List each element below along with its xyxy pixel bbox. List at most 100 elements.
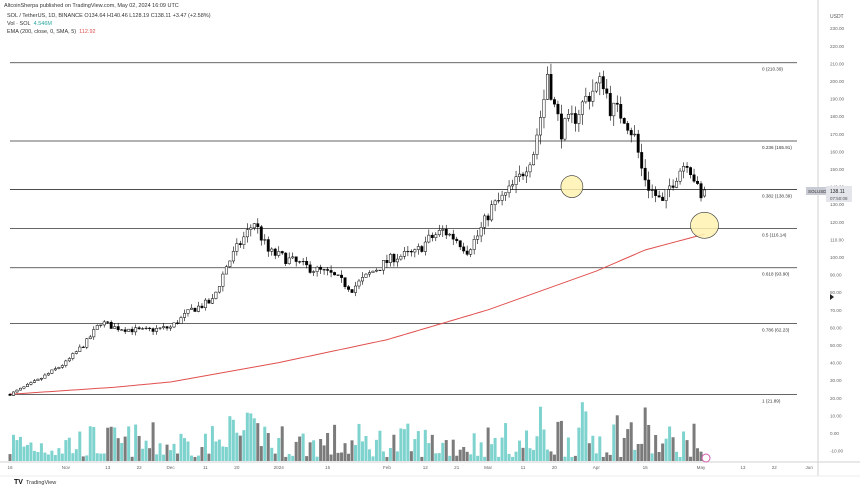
candle-body[interactable]	[284, 252, 288, 264]
candle-body[interactable]	[409, 250, 413, 253]
candle-body[interactable]	[57, 367, 61, 369]
candle-body[interactable]	[661, 196, 665, 201]
candle-body[interactable]	[416, 246, 420, 250]
candle-body[interactable]	[559, 113, 563, 140]
candle-body[interactable]	[298, 261, 302, 263]
candle-body[interactable]	[315, 266, 319, 272]
candle-body[interactable]	[15, 389, 19, 393]
candle-body[interactable]	[329, 270, 333, 273]
candle-body[interactable]	[43, 374, 47, 379]
candle-body[interactable]	[172, 322, 176, 328]
candle-body[interactable]	[74, 351, 78, 354]
candle-body[interactable]	[493, 200, 497, 205]
candle-body[interactable]	[340, 274, 344, 278]
candle-body[interactable]	[528, 164, 532, 173]
candle-body[interactable]	[518, 173, 521, 177]
candle-body[interactable]	[228, 260, 232, 267]
candle-body[interactable]	[322, 269, 326, 271]
candle-body[interactable]	[357, 280, 361, 287]
candle-body[interactable]	[252, 223, 256, 229]
ema-200-line[interactable]	[9, 233, 705, 395]
candle-body[interactable]	[106, 321, 110, 323]
candle-body[interactable]	[176, 322, 179, 324]
candle-body[interactable]	[78, 346, 82, 352]
candle-body[interactable]	[203, 299, 207, 308]
candle-body[interactable]	[81, 346, 85, 348]
candle-body[interactable]	[99, 324, 103, 326]
candle-body[interactable]	[654, 189, 658, 196]
candle-body[interactable]	[326, 269, 330, 271]
time-axis[interactable]: 16 Nov 13 22 Dec 11 20 2024 15 Feb 12 21 Mar 11 20 Apr 1…	[7, 465, 813, 470]
candle-body[interactable]	[647, 179, 651, 191]
candle-body[interactable]	[388, 253, 392, 263]
candle-body[interactable]	[437, 230, 441, 236]
candle-body[interactable]	[224, 266, 228, 275]
candle-body[interactable]	[381, 260, 385, 271]
candle-body[interactable]	[217, 286, 221, 293]
highlight-ellipse[interactable]	[560, 175, 584, 198]
candle-body[interactable]	[151, 328, 155, 332]
candle-body[interactable]	[127, 328, 131, 332]
candle-body[interactable]	[427, 234, 431, 243]
candle-body[interactable]	[210, 298, 214, 304]
ema-legend[interactable]: EMA (200, close, 0, SMA, 5) 112.92	[7, 29, 96, 35]
candle-body[interactable]	[601, 76, 605, 90]
candle-body[interactable]	[668, 185, 672, 190]
symbol-ohlc-line[interactable]: SOL / TetherUS, 1D, BINANCE O134.64 H140…	[7, 13, 211, 19]
candle-body[interactable]	[186, 309, 190, 314]
candle-body[interactable]	[395, 258, 399, 263]
candle-body[interactable]	[455, 238, 459, 241]
candle-body[interactable]	[472, 239, 476, 250]
candle-body[interactable]	[287, 257, 291, 264]
candle-body[interactable]	[197, 305, 200, 312]
candle-body[interactable]	[486, 215, 490, 221]
candle-body[interactable]	[650, 189, 654, 191]
candle-body[interactable]	[162, 326, 166, 329]
candle-body[interactable]	[190, 307, 193, 310]
candle-body[interactable]	[584, 95, 588, 103]
candle-body[interactable]	[242, 236, 246, 245]
candle-body[interactable]	[364, 273, 368, 278]
candle-body[interactable]	[294, 256, 298, 262]
candle-body[interactable]	[570, 113, 574, 115]
candle-body[interactable]	[696, 180, 699, 184]
candle-body[interactable]	[598, 76, 602, 84]
candle-body[interactable]	[200, 305, 204, 308]
candle-body[interactable]	[612, 102, 616, 117]
candle-body[interactable]	[699, 183, 703, 199]
candle-body[interactable]	[420, 246, 424, 252]
candle-body[interactable]	[479, 227, 483, 237]
candle-body[interactable]	[92, 329, 96, 338]
candle-body[interactable]	[148, 327, 152, 329]
candle-body[interactable]	[643, 167, 647, 181]
candle-body[interactable]	[308, 264, 312, 273]
candle-body[interactable]	[682, 166, 686, 172]
candle-body[interactable]	[521, 173, 525, 177]
price-axis[interactable]: 230.00 220.00 210.00 200.00 190.00 180.00 170.…	[830, 26, 844, 453]
candle-body[interactable]	[333, 272, 337, 276]
candle-body[interactable]	[158, 327, 162, 329]
candle-body[interactable]	[347, 286, 350, 290]
candle-body[interactable]	[629, 130, 633, 136]
candle-body[interactable]	[399, 256, 403, 260]
candle-body[interactable]	[525, 171, 528, 177]
candle-body[interactable]	[539, 117, 542, 136]
candle-body[interactable]	[88, 336, 92, 340]
candle-body[interactable]	[36, 378, 40, 381]
candle-body[interactable]	[249, 227, 253, 230]
candle-body[interactable]	[361, 277, 364, 282]
candle-body[interactable]	[511, 184, 515, 187]
candle-body[interactable]	[594, 82, 598, 92]
candle-body[interactable]	[277, 251, 281, 256]
candle-body[interactable]	[312, 271, 316, 273]
candle-body[interactable]	[120, 329, 124, 331]
candle-body[interactable]	[532, 154, 535, 166]
candle-body[interactable]	[504, 192, 508, 196]
candle-body[interactable]	[155, 328, 159, 332]
candle-body[interactable]	[305, 260, 309, 266]
candle-body[interactable]	[29, 382, 33, 385]
candle-body[interactable]	[141, 328, 145, 330]
candle-body[interactable]	[566, 114, 570, 119]
candle-body[interactable]	[633, 133, 637, 136]
candle-body[interactable]	[500, 194, 504, 201]
